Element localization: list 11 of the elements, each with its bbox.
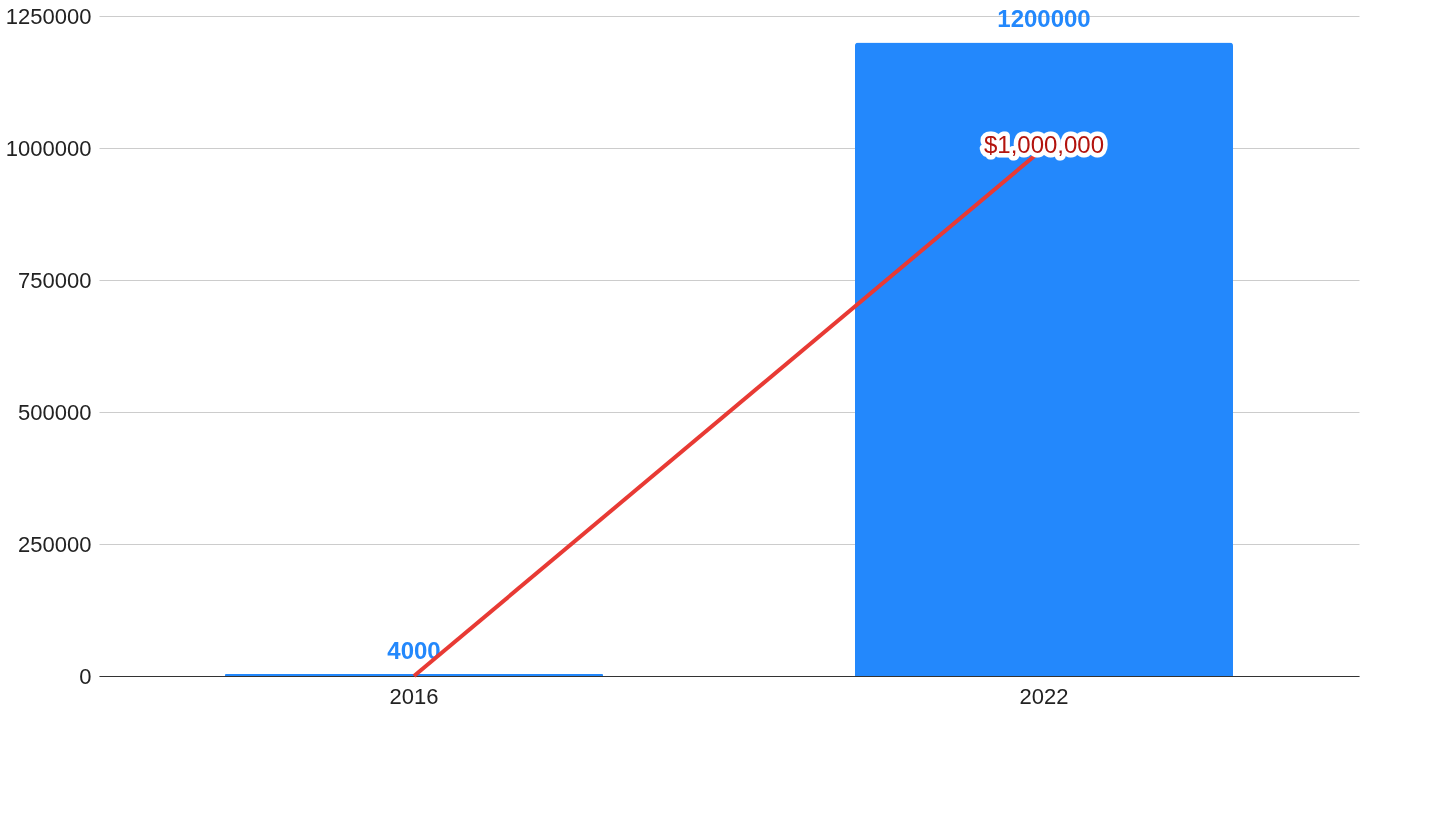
y-tick-label: 1250000 <box>5 3 92 29</box>
y-tick-label: 500000 <box>18 399 92 425</box>
data-label: 4000 <box>387 636 441 664</box>
x-tick-label: 2016 <box>389 683 439 709</box>
y-tick-label: 750000 <box>18 267 92 293</box>
y-tick-label: 0 <box>79 663 92 689</box>
y-tick-label: 1000000 <box>5 135 92 161</box>
data-label: $1,000,000 <box>983 131 1105 158</box>
y-tick-label: 250000 <box>18 531 92 557</box>
x-tick-label: 2022 <box>1019 683 1069 709</box>
data-label: 1200000 <box>997 5 1091 33</box>
